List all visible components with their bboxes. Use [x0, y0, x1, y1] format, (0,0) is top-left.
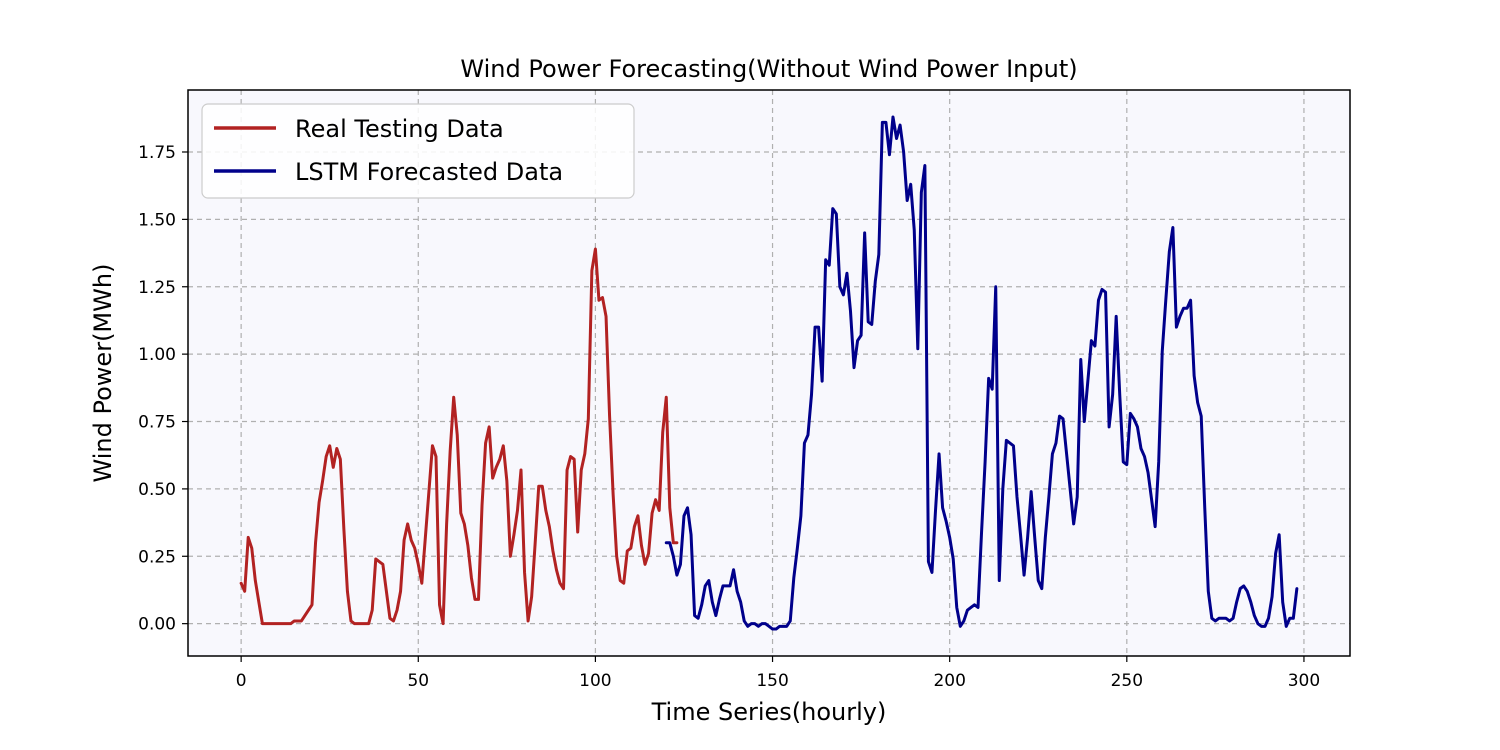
series-lines	[239, 115, 1299, 631]
x-tick-label: 250	[1111, 671, 1143, 691]
legend-label-real: Real Testing Data	[295, 115, 504, 143]
legend: Real Testing Data LSTM Forecasted Data	[201, 103, 635, 199]
x-tick-label: 200	[933, 671, 965, 691]
series-line-real	[239, 247, 679, 626]
y-tick-label: 1.50	[138, 210, 176, 230]
x-axis: 0 50 100 150 200 250 300	[236, 656, 1320, 691]
y-tick-label: 0.00	[138, 615, 176, 635]
legend-box	[201, 103, 635, 199]
x-tick-label: 100	[579, 671, 611, 691]
y-axis-label: Wind Power(MWh)	[89, 264, 117, 483]
y-tick-label: 0.25	[138, 547, 176, 567]
chart-title: Wind Power Forecasting(Without Wind Powe…	[460, 55, 1077, 83]
x-tick-label: 150	[756, 671, 788, 691]
x-axis-label: Time Series(hourly)	[651, 698, 887, 726]
legend-label-lstm: LSTM Forecasted Data	[295, 158, 563, 186]
y-axis: 0.00 0.25 0.50 0.75 1.00 1.25 1.50 1.75	[138, 143, 188, 635]
x-tick-label: 0	[236, 671, 247, 691]
plot-frame	[187, 89, 1351, 657]
series-line-lstm	[664, 115, 1299, 631]
x-tick-label: 50	[407, 671, 429, 691]
x-tick-label: 300	[1288, 671, 1320, 691]
grid	[188, 90, 1350, 656]
y-tick-label: 1.25	[138, 278, 176, 298]
y-tick-label: 0.75	[138, 413, 176, 433]
y-tick-label: 0.50	[138, 480, 176, 500]
y-tick-label: 1.00	[138, 345, 176, 365]
y-tick-label: 1.75	[138, 143, 176, 163]
